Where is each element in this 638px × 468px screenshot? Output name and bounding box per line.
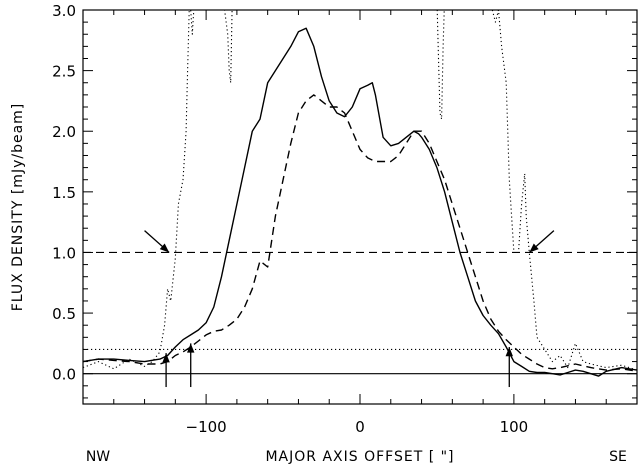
x-axis-title: MAJOR AXIS OFFSET [ "] (265, 449, 454, 465)
y-tick-label: 1.0 (52, 244, 76, 262)
x-tick-label: −100 (186, 418, 227, 436)
x-tick-label: 100 (500, 418, 529, 436)
y-tick-label: 0.0 (52, 366, 76, 384)
series-dotted-4 (436, 10, 445, 120)
y-tick-label: 0.5 (52, 305, 76, 323)
direction-label-se: SE (609, 449, 627, 465)
annotation-layer (144, 230, 555, 388)
x-tick-label: 0 (355, 418, 365, 436)
arrow-head-2 (162, 353, 170, 363)
series-layer (83, 10, 637, 377)
series-solid-0 (83, 27, 637, 377)
reference-lines (83, 251, 637, 375)
series-dashed-1 (83, 94, 637, 372)
arrow-head-3 (187, 343, 195, 353)
plot-frame (82, 9, 638, 405)
direction-label-nw: NW (86, 449, 110, 465)
y-tick-label: 3.0 (52, 2, 76, 20)
arrow-head-1 (529, 243, 539, 253)
series-dotted-5 (491, 10, 637, 371)
tick-layer: −100 0 100 0.0 0.5 1.0 1.5 2.0 2.5 3.0 (52, 2, 638, 436)
y-tick-label: 1.5 (52, 184, 76, 202)
series-dotted-2 (83, 10, 195, 370)
arrow-head-4 (505, 347, 513, 357)
y-tick-label: 2.5 (52, 63, 76, 81)
series-dotted-3 (224, 10, 233, 84)
y-axis-title: FLUX DENSITY [mJy/beam] (10, 103, 26, 312)
arrow-head-0 (159, 243, 170, 253)
y-tick-label: 2.0 (52, 123, 76, 141)
